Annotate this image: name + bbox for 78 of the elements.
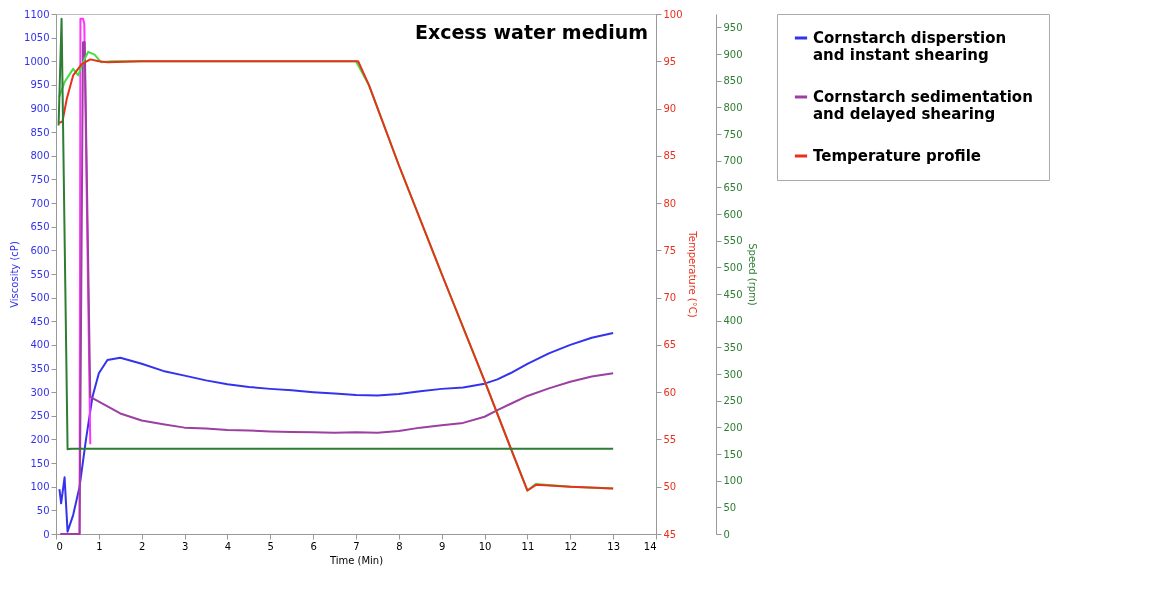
legend-label: Cornstarch disperstion and instant shearing: [813, 29, 1007, 64]
y3-axis-title: Speed (rpm): [746, 243, 758, 306]
y3-tick-label: 200: [723, 421, 743, 433]
y-tick-label: 150: [30, 457, 50, 469]
x-tick-label: 8: [396, 540, 403, 552]
y-tick-label: 800: [30, 150, 50, 162]
y-tick-label: 900: [30, 103, 50, 115]
y3-tick-label: 250: [723, 395, 743, 407]
y2-tick-label: 85: [663, 150, 677, 162]
y-tick-label: 250: [30, 410, 50, 422]
y-tick-label: 600: [30, 244, 50, 256]
y2-tick-label: 45: [663, 528, 677, 540]
y-tick-label: 100: [30, 481, 50, 493]
y3-tick-label: 750: [723, 128, 743, 140]
y3-tick-label: 850: [723, 75, 743, 87]
y3-tick-label: 950: [723, 21, 743, 33]
x-tick-label: 9: [439, 540, 446, 552]
x-tick-label: 5: [267, 540, 274, 552]
y-tick-label: 0: [43, 528, 50, 540]
y-tick-label: 350: [30, 363, 50, 375]
x-tick-label: 3: [181, 540, 189, 552]
y2-tick-label: 50: [663, 481, 677, 493]
y2-tick-label: 80: [663, 197, 677, 209]
y3-tick-label: 0: [723, 528, 730, 540]
x-axis-title: Time (Min): [328, 554, 384, 566]
y-axis-title: Viscosity (cP): [9, 241, 21, 308]
chart-title: Excess water medium: [414, 21, 648, 43]
y3-tick-label: 150: [723, 448, 743, 460]
legend-label: Temperature profile: [813, 147, 981, 165]
y-tick-label: 400: [30, 339, 50, 351]
y3-tick-label: 550: [723, 235, 743, 247]
y2-axis-title: Temperature (°C): [686, 230, 698, 318]
y3-tick-label: 650: [723, 181, 743, 193]
x-tick-label: 13: [607, 540, 621, 552]
y3-tick-label: 100: [723, 475, 743, 487]
x-tick-label: 14: [643, 540, 657, 552]
y-tick-label: 450: [30, 315, 50, 327]
x-tick-label: 1: [96, 540, 103, 552]
x-tick-label: 6: [310, 540, 317, 552]
y-tick-label: 50: [36, 504, 50, 516]
y-tick-label: 1100: [24, 8, 50, 20]
y3-tick-label: 800: [723, 101, 743, 113]
y-tick-label: 550: [30, 268, 50, 280]
x-tick-label: 11: [521, 540, 535, 552]
x-tick-label: 10: [478, 540, 492, 552]
y2-tick-label: 90: [663, 103, 677, 115]
y-tick-label: 700: [30, 197, 50, 209]
y2-tick-label: 60: [663, 386, 677, 398]
x-tick-label: 7: [353, 540, 360, 552]
y2-tick-label: 100: [663, 8, 683, 20]
y-tick-label: 850: [30, 126, 50, 138]
x-tick-label: 12: [564, 540, 578, 552]
y3-tick-label: 300: [723, 368, 743, 380]
y-tick-label: 650: [30, 221, 50, 233]
y2-tick-label: 75: [663, 244, 677, 256]
y3-tick-label: 500: [723, 261, 743, 273]
y-tick-label: 950: [30, 79, 50, 91]
y-tick-label: 750: [30, 173, 50, 185]
y2-tick-label: 65: [663, 339, 677, 351]
y3-tick-label: 450: [723, 288, 743, 300]
y-tick-label: 1050: [24, 32, 50, 44]
y2-tick-label: 70: [663, 292, 677, 304]
y2-tick-label: 95: [663, 55, 677, 67]
y3-tick-label: 50: [723, 501, 737, 513]
x-tick-label: 4: [224, 540, 232, 552]
y-tick-label: 1000: [24, 55, 50, 67]
y-tick-label: 200: [30, 433, 50, 445]
y2-tick-label: 55: [663, 433, 677, 445]
y-tick-label: 500: [30, 292, 50, 304]
y3-tick-label: 400: [723, 315, 743, 327]
y3-tick-label: 600: [723, 208, 743, 220]
x-tick-label: 0: [56, 540, 63, 552]
x-tick-label: 2: [139, 540, 146, 552]
y3-tick-label: 900: [723, 48, 743, 60]
y3-tick-label: 350: [723, 341, 743, 353]
y3-tick-label: 700: [723, 155, 743, 167]
legend-label: Cornstarch sedimentation and delayed shearing: [813, 88, 1033, 123]
y-tick-label: 300: [30, 386, 50, 398]
